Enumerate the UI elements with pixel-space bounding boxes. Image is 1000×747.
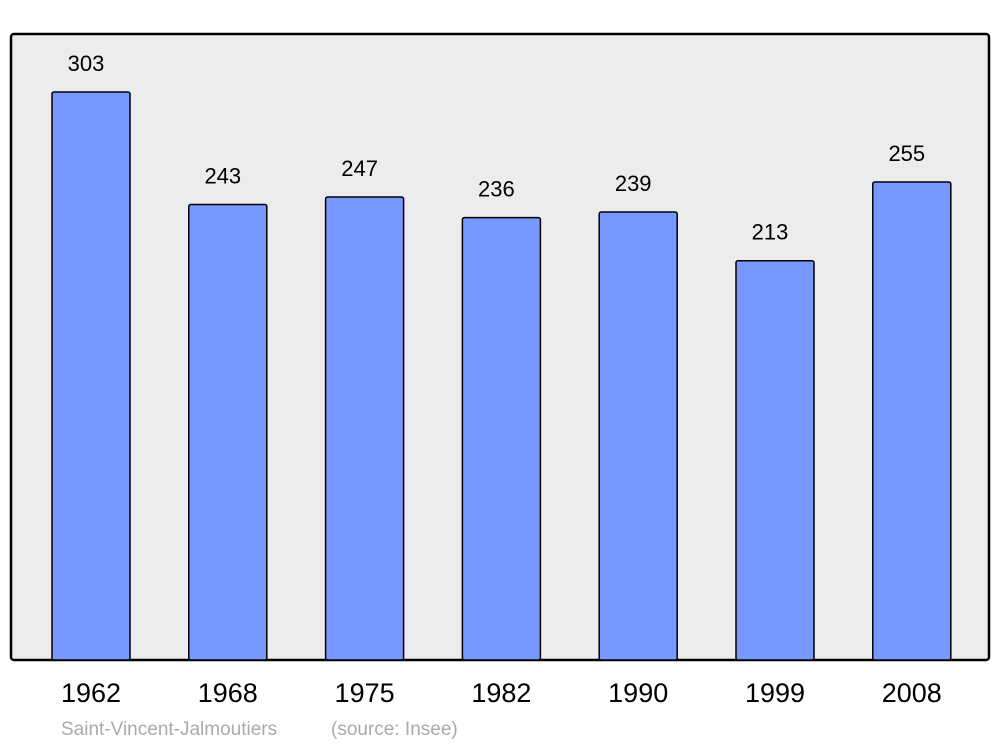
value-label: 236 — [478, 176, 515, 201]
x-tick-label: 1975 — [335, 678, 395, 708]
x-tick-label: 1962 — [61, 678, 121, 708]
bar — [188, 203, 268, 661]
bar — [735, 259, 815, 661]
value-label: 247 — [341, 156, 378, 181]
x-tick-label: 1968 — [198, 678, 258, 708]
x-tick-label: 2008 — [882, 678, 942, 708]
value-label: 255 — [888, 141, 925, 166]
x-tick-label: 1990 — [608, 678, 668, 708]
x-tick-label: 1999 — [745, 678, 805, 708]
bar — [598, 211, 678, 661]
caption: Saint-Vincent-Jalmoutiers — [61, 719, 277, 740]
value-label: 213 — [752, 220, 789, 245]
bar — [461, 216, 542, 661]
x-tick-label: 1982 — [471, 678, 531, 708]
value-label: 239 — [615, 171, 652, 196]
value-label: 243 — [204, 163, 241, 188]
source: (source: Insee) — [331, 719, 458, 740]
bar — [872, 181, 952, 661]
value-label: 303 — [68, 51, 105, 76]
bar — [324, 196, 405, 661]
bar — [51, 91, 131, 661]
